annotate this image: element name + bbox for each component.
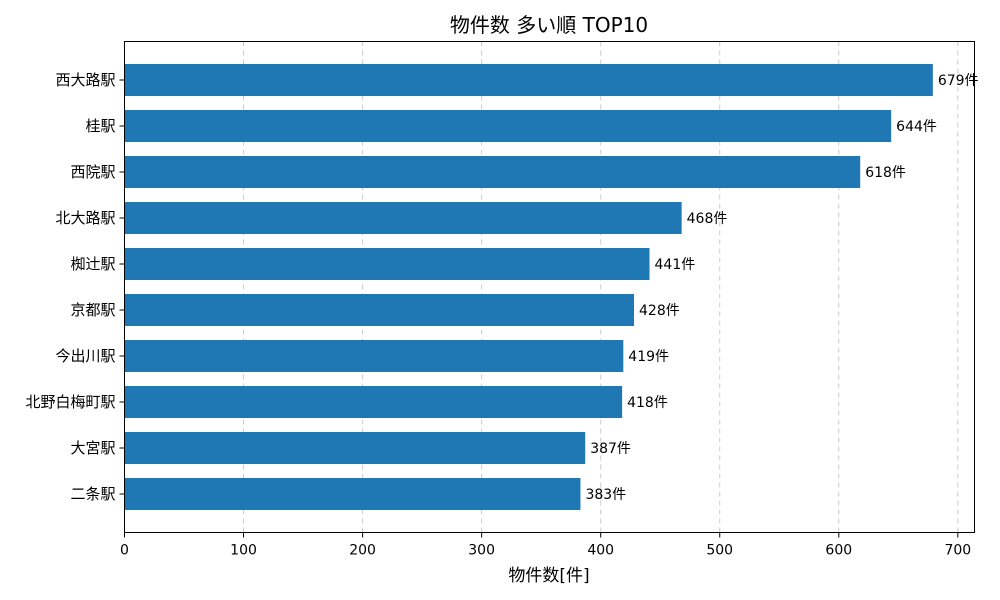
bar: [124, 110, 892, 142]
x-tick-label: 200: [349, 543, 376, 559]
category-label: 椥辻駅: [70, 255, 115, 273]
bar-value-label: 441件: [655, 257, 696, 273]
bar: [124, 432, 586, 464]
x-tick-label: 600: [825, 543, 852, 559]
category-label: 北野白梅町駅: [25, 393, 115, 411]
x-tick-label: 500: [706, 543, 733, 559]
bar: [124, 202, 682, 234]
bar: [124, 64, 933, 96]
bar-value-label: 387件: [590, 441, 631, 457]
x-tick-label: 100: [230, 543, 257, 559]
category-label: 桂駅: [85, 117, 115, 135]
category-label: 京都駅: [70, 301, 115, 319]
category-label: 今出川駅: [55, 347, 115, 365]
bar: [124, 386, 623, 418]
bar: [124, 248, 650, 280]
bar: [124, 340, 624, 372]
category-label: 西院駅: [70, 163, 115, 181]
bar-value-label: 418件: [627, 395, 668, 411]
bar: [124, 156, 861, 188]
bar-value-label: 618件: [865, 165, 906, 181]
x-axis-label: 物件数[件]: [508, 566, 589, 586]
x-tick-label: 300: [468, 543, 495, 559]
bar-value-label: 419件: [628, 349, 669, 365]
bar-value-label: 644件: [896, 119, 937, 135]
bar-value-label: 428件: [639, 303, 680, 319]
category-label: 大宮駅: [70, 439, 115, 457]
category-label: 西大路駅: [55, 71, 115, 89]
bar: [124, 478, 581, 510]
bar-value-labels: 679件 644件 618件 468件 441件 428件 419件 418件 387件 383件: [585, 73, 978, 503]
bar: [124, 294, 635, 326]
plot-frame: [124, 41, 975, 533]
x-tick-label: 700: [944, 543, 971, 559]
category-label: 二条駅: [70, 485, 115, 503]
bars: [124, 64, 933, 510]
bar-value-label: 679件: [938, 73, 979, 89]
x-tick-label: 0: [120, 543, 129, 559]
x-axis-ticks: 0 100 200 300 400 500 600 700: [120, 532, 971, 559]
bar-value-label: 468件: [687, 211, 728, 227]
chart-title: 物件数 多い順 TOP10: [450, 13, 648, 37]
category-label: 北大路駅: [55, 209, 115, 227]
bar-value-label: 383件: [585, 487, 626, 503]
x-tick-label: 400: [587, 543, 614, 559]
